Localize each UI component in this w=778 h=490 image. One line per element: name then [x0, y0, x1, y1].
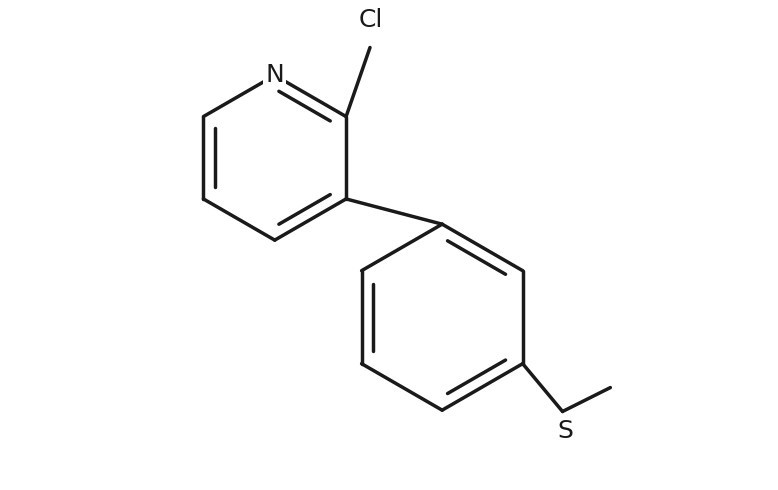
Text: S: S — [557, 419, 573, 443]
Text: Cl: Cl — [359, 7, 384, 31]
Text: N: N — [265, 63, 284, 87]
